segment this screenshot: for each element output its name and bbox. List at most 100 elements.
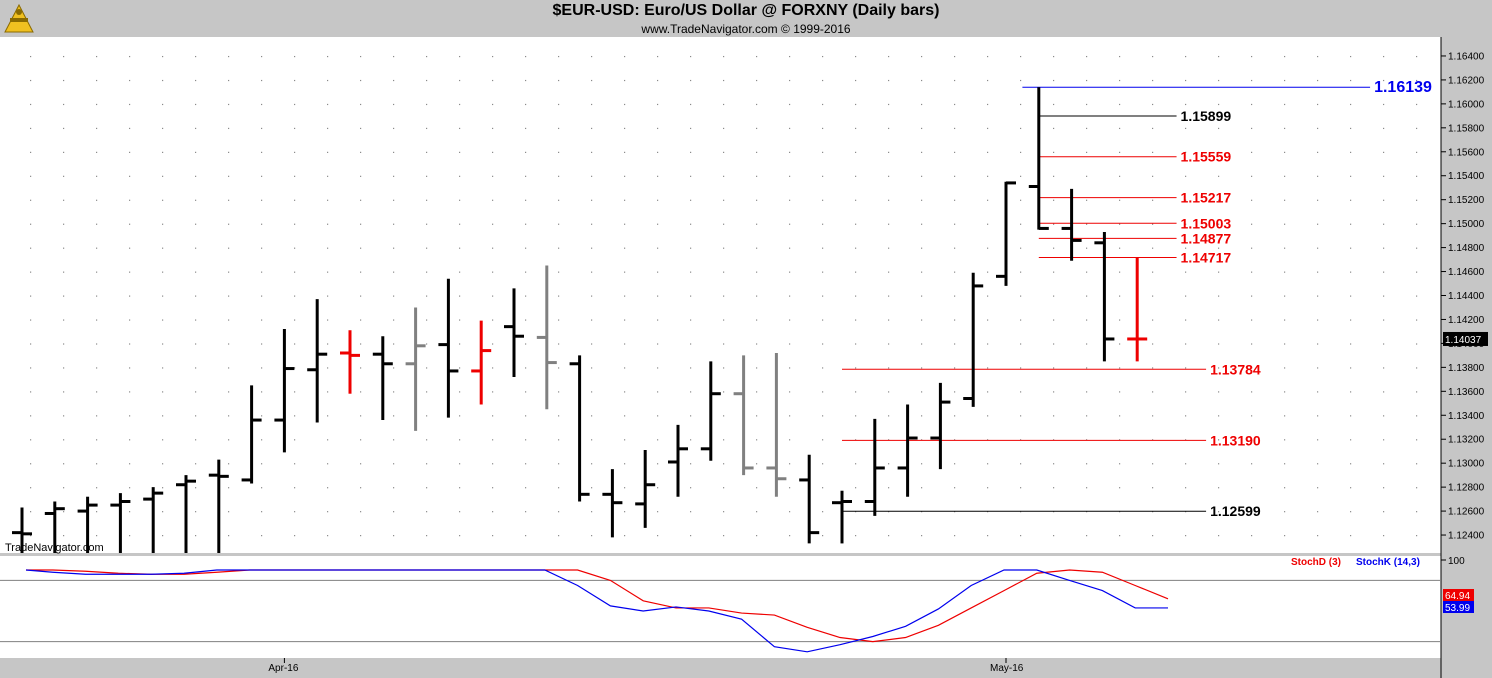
grid-dot — [657, 415, 659, 417]
grid-dot — [987, 223, 989, 225]
grid-dot — [195, 535, 197, 537]
grid-dot — [459, 487, 461, 489]
grid-dot — [558, 535, 560, 537]
grid-dot — [393, 175, 395, 177]
grid-dot — [1119, 391, 1121, 393]
grid-dot — [756, 151, 758, 153]
grid-dot — [360, 199, 362, 201]
grid-dot — [1350, 175, 1352, 177]
grid-dot — [756, 127, 758, 130]
grid-dot — [624, 151, 626, 153]
grid-dot — [1416, 151, 1418, 153]
grid-dot — [822, 367, 824, 369]
grid-dot — [558, 439, 560, 441]
x-tick-label: May-16 — [990, 663, 1024, 674]
grid-dot — [525, 79, 527, 82]
grid-dot — [30, 271, 32, 273]
grid-dot — [558, 487, 560, 489]
grid-dot — [195, 391, 197, 393]
grid-dot — [129, 199, 131, 201]
grid-dot — [657, 535, 659, 537]
grid-dot — [1152, 247, 1154, 249]
grid-dot — [1020, 463, 1022, 465]
grid-dot — [1086, 151, 1088, 153]
grid-dot — [888, 343, 890, 345]
grid-dot — [1284, 319, 1286, 321]
grid-dot — [294, 319, 296, 321]
grid-dot — [1086, 55, 1088, 58]
grid-dot — [525, 415, 527, 417]
grid-dot — [228, 247, 230, 249]
grid-dot — [393, 535, 395, 537]
y-tick-label: 1.13800 — [1448, 363, 1485, 374]
grid-dot — [294, 151, 296, 153]
grid-dot — [30, 343, 32, 345]
grid-dot — [723, 391, 725, 393]
grid-dot — [1119, 487, 1121, 489]
grid-dot — [1416, 175, 1418, 177]
grid-dot — [1086, 343, 1088, 345]
grid-dot — [888, 415, 890, 417]
grid-dot — [162, 295, 164, 297]
grid-dot — [426, 391, 428, 393]
grid-dot — [1185, 175, 1187, 177]
grid-dot — [162, 103, 164, 106]
grid-dot — [1218, 223, 1220, 225]
grid-dot — [921, 223, 923, 225]
grid-dot — [195, 415, 197, 417]
grid-dot — [1284, 223, 1286, 225]
stochk-legend: StochK (14,3) — [1356, 557, 1420, 568]
level-label: 1.12599 — [1210, 503, 1261, 519]
grid-dot — [1218, 295, 1220, 297]
grid-dot — [1185, 271, 1187, 273]
grid-dot — [525, 367, 527, 369]
grid-dot — [1119, 103, 1121, 106]
grid-dot — [855, 487, 857, 489]
grid-dot — [657, 199, 659, 201]
grid-dot — [690, 319, 692, 321]
grid-dot — [657, 391, 659, 393]
grid-dot — [1119, 343, 1121, 345]
grid-dot — [987, 127, 989, 130]
grid-dot — [888, 151, 890, 153]
grid-dot — [393, 55, 395, 58]
grid-dot — [1383, 223, 1385, 225]
grid-dot — [228, 127, 230, 130]
grid-dot — [987, 367, 989, 369]
grid-dot — [1086, 535, 1088, 537]
grid-dot — [1218, 511, 1220, 513]
grid-dot — [756, 79, 758, 82]
grid-dot — [1383, 343, 1385, 345]
grid-dot — [690, 127, 692, 130]
grid-dot — [822, 151, 824, 153]
grid-dot — [1416, 391, 1418, 393]
grid-dot — [195, 487, 197, 489]
grid-dot — [1086, 175, 1088, 177]
grid-dot — [558, 367, 560, 369]
grid-dot — [129, 367, 131, 369]
grid-dot — [228, 271, 230, 273]
grid-dot — [1317, 463, 1319, 465]
grid-dot — [855, 55, 857, 58]
grid-dot — [261, 535, 263, 537]
grid-dot — [63, 55, 65, 58]
grid-dot — [954, 319, 956, 321]
y-tick-label: 1.15200 — [1448, 195, 1485, 206]
grid-dot — [30, 55, 32, 58]
grid-dot — [162, 199, 164, 201]
grid-dot — [690, 223, 692, 225]
grid-dot — [1350, 55, 1352, 58]
grid-dot — [1251, 343, 1253, 345]
grid-dot — [1383, 103, 1385, 106]
grid-dot — [1086, 127, 1088, 130]
grid-dot — [525, 295, 527, 297]
grid-dot — [1185, 343, 1187, 345]
grid-dot — [855, 415, 857, 417]
grid-dot — [888, 367, 890, 369]
grid-dot — [1119, 127, 1121, 130]
grid-dot — [1383, 367, 1385, 369]
grid-dot — [1350, 415, 1352, 417]
grid-dot — [525, 463, 527, 465]
grid-dot — [360, 391, 362, 393]
